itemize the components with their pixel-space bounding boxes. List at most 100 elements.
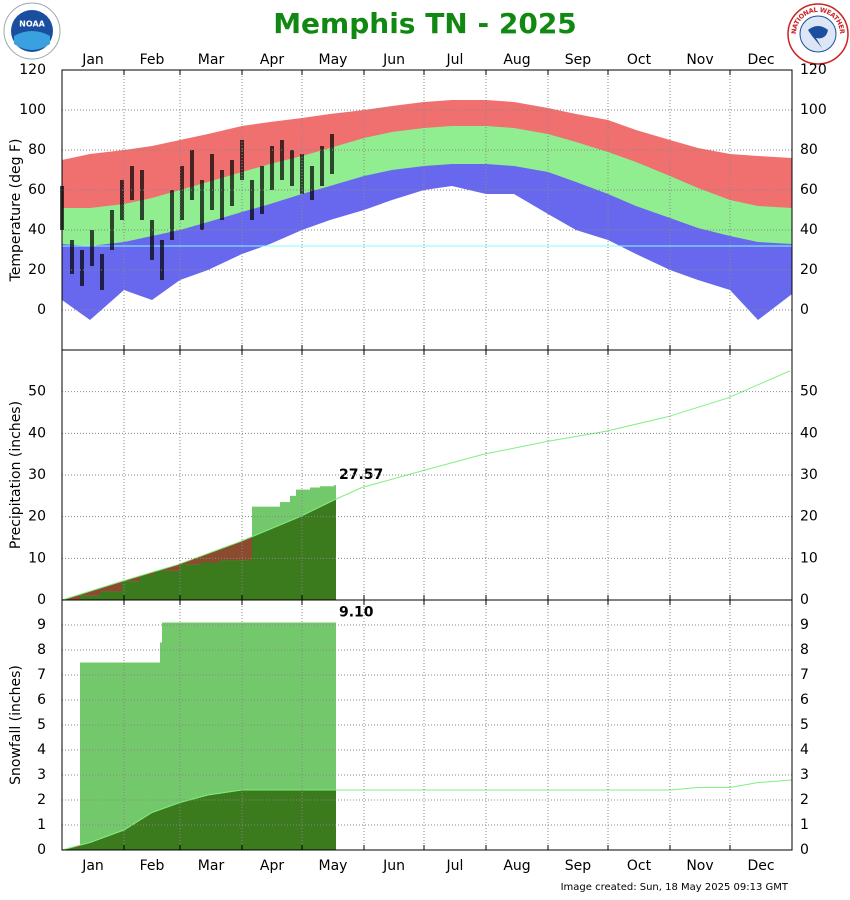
x-tick-label: Jun [382, 52, 405, 68]
observed-bar [260, 166, 264, 214]
observed-bar [100, 254, 104, 290]
data-label: 27.57 [339, 467, 383, 483]
x-tick-label: Feb [140, 858, 165, 874]
temperature-band [62, 186, 792, 350]
x-tick-label: Mar [198, 858, 225, 874]
y-tick-label: 0 [37, 302, 46, 318]
logo-text: NOAA [19, 20, 45, 29]
observed-bar [90, 230, 94, 266]
y-tick-label: 20 [28, 509, 46, 525]
y-tick-label: 20 [800, 509, 818, 525]
x-tick-label: Jul [446, 52, 464, 68]
plot-frame [61, 599, 793, 851]
y-tick-label: 2 [37, 792, 46, 808]
y-tick-label: 3 [37, 767, 46, 783]
observed-bar [110, 210, 114, 250]
x-tick-label: Aug [503, 52, 530, 68]
x-tick-label: Sep [565, 52, 592, 68]
y-tick-label: 60 [28, 182, 46, 198]
y-axis-label: Precipitation (inches) [8, 401, 24, 549]
y-tick-label: 40 [28, 425, 46, 441]
y-tick-label: 8 [800, 642, 809, 658]
y-tick-label: 4 [37, 742, 46, 758]
y-tick-label: 10 [800, 550, 818, 566]
normal-area [70, 780, 336, 850]
y-tick-label: 5 [37, 717, 46, 733]
y-tick-label: 40 [28, 222, 46, 238]
x-tick-label: Mar [198, 52, 225, 68]
y-axis-label: Snowfall (inches) [8, 665, 24, 785]
y-tick-label: 80 [28, 142, 46, 158]
observed-bar [250, 180, 254, 220]
y-tick-label: 1 [37, 817, 46, 833]
observed-bar [158, 662, 160, 850]
observed-bar [150, 220, 154, 260]
y-tick-label: 100 [19, 102, 46, 118]
y-tick-label: 120 [800, 62, 827, 78]
normal-line [61, 779, 793, 851]
y-tick-label: 60 [800, 182, 818, 198]
x-tick-label: Nov [686, 858, 713, 874]
observed-bar [190, 150, 194, 200]
y-tick-label: 4 [800, 742, 809, 758]
plot-background [62, 350, 792, 600]
chart-title: Memphis TN - 2025 [273, 7, 577, 40]
noaa-logo: NOAA [3, 2, 61, 60]
y-axis-label: Temperature (deg F) [8, 139, 24, 283]
y-tick-label: 8 [37, 642, 46, 658]
observed-bar [220, 170, 224, 220]
y-tick-label: 50 [28, 384, 46, 400]
y-tick-label: 50 [800, 384, 818, 400]
y-tick-label: 20 [28, 262, 46, 278]
observed-bar [270, 146, 274, 190]
observed-bar [80, 250, 84, 286]
observed-bar [230, 160, 234, 206]
observed-bar [320, 146, 324, 186]
y-tick-label: 1 [800, 817, 809, 833]
data-label: 9.10 [339, 605, 374, 621]
observed-bar [310, 166, 314, 200]
observed-bar [160, 642, 162, 850]
y-tick-label: 6 [800, 692, 809, 708]
y-tick-label: 5 [800, 717, 809, 733]
x-tick-label: Jan [81, 52, 104, 68]
observed-bar [160, 240, 164, 280]
x-tick-label: Jun [382, 858, 405, 874]
x-tick-label: Nov [686, 52, 713, 68]
observed-bar [330, 134, 334, 174]
y-tick-label: 9 [37, 617, 46, 633]
observed-bar [210, 154, 214, 210]
observed-bar [170, 190, 174, 240]
y-tick-label: 2 [800, 792, 809, 808]
x-tick-label: Apr [260, 52, 284, 68]
observed-bar [334, 622, 336, 850]
y-tick-label: 80 [800, 142, 818, 158]
logo-wave [14, 31, 50, 50]
y-tick-label: 30 [800, 467, 818, 483]
y-tick-label: 0 [800, 842, 809, 858]
observed-bar [120, 180, 124, 220]
y-tick-label: 0 [800, 592, 809, 608]
x-tick-label: Dec [747, 52, 774, 68]
y-tick-label: 10 [28, 550, 46, 566]
observed-bar [70, 240, 74, 274]
observed-bar [280, 140, 284, 180]
x-tick-label: Aug [503, 858, 530, 874]
x-tick-label: Apr [260, 858, 284, 874]
y-tick-label: 40 [800, 222, 818, 238]
observed-bar [130, 166, 134, 200]
x-tick-label: Sep [565, 858, 592, 874]
x-tick-label: Feb [140, 52, 165, 68]
observed-bar [200, 180, 204, 230]
observed-bar [180, 166, 184, 220]
x-tick-label: Dec [747, 858, 774, 874]
y-tick-label: 120 [19, 62, 46, 78]
y-tick-label: 7 [37, 667, 46, 683]
x-tick-label: Oct [627, 858, 652, 874]
y-tick-label: 7 [800, 667, 809, 683]
y-tick-label: 6 [37, 692, 46, 708]
x-tick-label: May [319, 858, 348, 874]
y-tick-label: 0 [800, 302, 809, 318]
